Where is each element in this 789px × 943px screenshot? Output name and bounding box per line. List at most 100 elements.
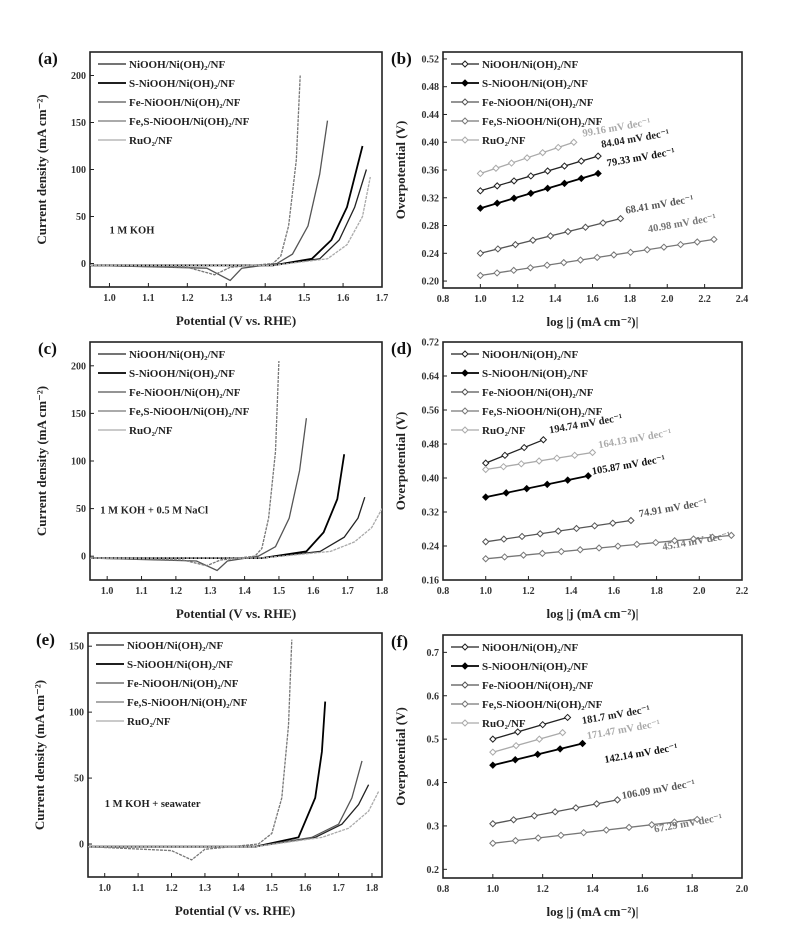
data-point <box>560 162 569 170</box>
data-point <box>511 836 520 845</box>
data-point <box>590 522 599 530</box>
data-point <box>535 735 544 743</box>
y-axis-label: Overpotential (V) <box>393 121 408 220</box>
data-point <box>493 269 501 277</box>
legend-marker <box>461 700 469 708</box>
data-point <box>584 472 592 480</box>
y-tick-label: 100 <box>71 457 86 468</box>
legend-entry: NiOOH/Ni(OH)₂/NF <box>482 59 578 71</box>
y-tick-label: 0.44 <box>422 110 440 121</box>
legend-entry: Fe,S-NiOOH/Ni(OH)₂/NF <box>482 699 603 711</box>
data-point <box>523 484 531 493</box>
legend-entry: Fe,S-NiOOH/Ni(OH)₂/NF <box>482 406 603 418</box>
data-point <box>581 223 590 231</box>
panel-letter: (f) <box>391 632 408 651</box>
data-point <box>553 454 561 462</box>
panel-letter: (d) <box>391 339 412 358</box>
legend-marker <box>461 117 469 125</box>
x-tick-label: 1.5 <box>266 883 279 894</box>
y-tick-label: 0 <box>79 840 84 851</box>
data-point <box>476 204 485 212</box>
y-tick-label: 100 <box>69 708 84 719</box>
series-group <box>90 360 382 572</box>
x-tick-label: 0.8 <box>437 586 450 597</box>
x-tick-label: 1.2 <box>512 294 525 305</box>
y-tick-label: 50 <box>76 504 86 515</box>
data-point <box>670 818 679 826</box>
legend-marker <box>461 662 469 670</box>
x-tick-label: 1.2 <box>181 293 194 304</box>
series-line <box>492 731 563 753</box>
x-tick-label: 1.3 <box>220 293 233 304</box>
x-tick-label: 1.6 <box>608 586 621 597</box>
data-point <box>489 748 497 756</box>
x-tick-label: 1.4 <box>232 883 245 894</box>
legend-entry: S-NiOOH/Ni(OH)₂/NF <box>129 368 235 380</box>
panel-letter: (c) <box>38 339 57 358</box>
x-tick-label: 2.4 <box>736 294 749 305</box>
x-tick-label: 1.8 <box>376 586 389 597</box>
data-point <box>670 537 679 545</box>
legend-entry: NiOOH/Ni(OH)₂/NF <box>482 642 578 654</box>
data-point <box>489 839 497 847</box>
data-point <box>536 530 544 538</box>
y-tick-label: 150 <box>71 118 86 129</box>
data-point <box>543 261 551 269</box>
electrolyte-label: 1 M KOH <box>109 225 154 236</box>
data-point <box>577 174 585 183</box>
data-point <box>482 538 490 546</box>
x-tick-label: 1.6 <box>307 586 320 597</box>
y-tick-label: 0.20 <box>422 277 440 288</box>
data-point <box>510 266 518 275</box>
tafel-slope-label: 106.09 mV dec⁻¹ <box>621 778 696 802</box>
x-tick-label: 1.8 <box>686 884 699 895</box>
data-point <box>489 820 497 828</box>
x-axis-label: log |j (mA cm⁻²)| <box>547 314 639 329</box>
series-line <box>90 169 368 267</box>
panel-letter: (a) <box>38 49 58 68</box>
data-point <box>511 240 520 249</box>
data-point <box>708 533 717 541</box>
legend-entry: S-NiOOH/Ni(OH)₂/NF <box>482 661 588 673</box>
legend-entry: RuO₂/NF <box>127 716 171 728</box>
data-point <box>633 540 641 549</box>
legend: NiOOH/Ni(OH)₂/NF S-NiOOH/Ni(OH)₂/NF Fe-NiO… <box>451 642 603 730</box>
data-point <box>625 823 633 832</box>
data-point <box>499 462 508 471</box>
legend-marker <box>461 719 469 727</box>
legend-marker <box>461 98 469 106</box>
data-point <box>595 544 603 552</box>
tafel-slope-label: 142.14 mV dec⁻¹ <box>604 742 679 766</box>
data-point <box>727 531 736 540</box>
data-point <box>588 448 597 457</box>
y-tick-label: 0.24 <box>422 249 440 260</box>
series-line <box>492 818 698 844</box>
data-point <box>530 812 539 820</box>
y-tick-label: 0.3 <box>427 821 440 832</box>
legend: NiOOH/Ni(OH)₂/NF S-NiOOH/Ni(OH)₂/NF Fe-NiO… <box>98 59 250 147</box>
x-tick-label: 1.8 <box>366 883 379 894</box>
data-point <box>572 524 581 533</box>
series-group <box>482 436 736 563</box>
y-tick-label: 0.32 <box>422 193 440 204</box>
x-tick-label: 1.4 <box>238 586 251 597</box>
x-tick-label: 1.8 <box>650 586 663 597</box>
data-point <box>476 271 485 280</box>
x-tick-label: 1.2 <box>522 586 535 597</box>
data-point <box>518 532 526 541</box>
tafel-slope-label: 68.41 mV dec⁻¹ <box>625 194 695 217</box>
x-tick-label: 1.3 <box>204 586 217 597</box>
data-point <box>482 465 490 474</box>
data-point <box>533 750 542 759</box>
y-tick-label: 0.40 <box>422 138 440 149</box>
data-point <box>517 460 526 468</box>
x-tick-label: 1.6 <box>337 293 350 304</box>
series-line <box>88 701 327 848</box>
data-point <box>577 157 585 165</box>
data-point <box>482 493 490 501</box>
data-point <box>551 808 559 816</box>
data-point <box>538 549 547 558</box>
series-line <box>485 475 589 498</box>
legend-entry: RuO₂/NF <box>482 135 526 147</box>
data-point <box>535 457 543 465</box>
